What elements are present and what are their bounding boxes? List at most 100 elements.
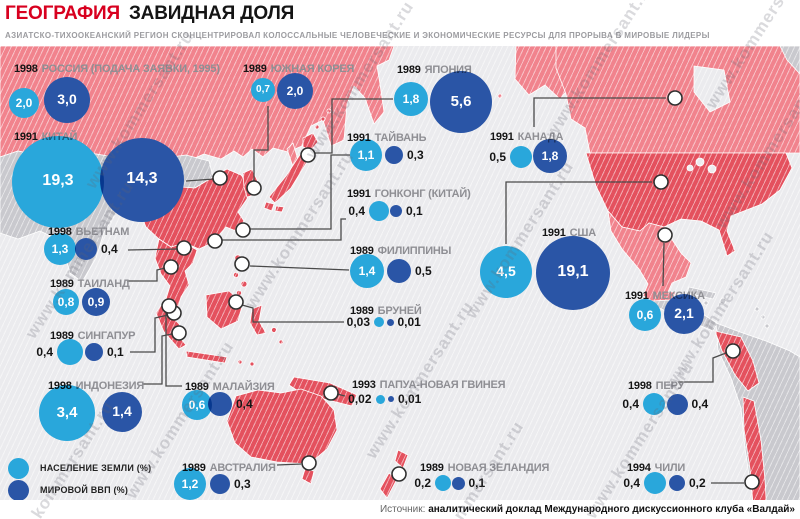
map-marker-dot bbox=[228, 294, 244, 310]
leader-line bbox=[185, 178, 215, 182]
population-value: 1,4 bbox=[358, 263, 376, 278]
population-bubble bbox=[350, 254, 384, 288]
country-year: 1994 bbox=[627, 462, 651, 474]
gdp-bubble bbox=[75, 238, 97, 260]
gdp-legend-swatch bbox=[8, 479, 29, 501]
gdp-bubble bbox=[386, 318, 394, 326]
map-marker-dot bbox=[653, 174, 669, 190]
country-name: МАЛАЙЗИЯ bbox=[212, 381, 275, 393]
population-bubble bbox=[394, 82, 428, 116]
gdp-bubble bbox=[664, 294, 704, 334]
population-value: 0,4 bbox=[623, 476, 640, 490]
population-value: 0,2 bbox=[414, 476, 431, 490]
gdp-value: 19,1 bbox=[557, 263, 589, 281]
map-marker-dot bbox=[657, 227, 673, 243]
leader-line bbox=[241, 304, 344, 323]
leader-line bbox=[143, 333, 173, 385]
population-bubble bbox=[53, 289, 79, 315]
leader-line bbox=[127, 267, 166, 282]
gdp-value: 0,1 bbox=[468, 476, 486, 490]
gdp-bubble bbox=[100, 138, 184, 222]
gdp-bubble bbox=[277, 73, 313, 109]
country-name: НОВАЯ ЗЕЛАНДИЯ bbox=[447, 462, 550, 474]
leader-line bbox=[127, 248, 179, 251]
gdp-value: 0,1 bbox=[107, 345, 124, 359]
title-row: ГЕОГРАФИЯ ЗАВИДНАЯ ДОЛЯ bbox=[5, 3, 294, 25]
gdp-bubble bbox=[430, 71, 492, 133]
map-marker-dot bbox=[161, 298, 177, 314]
population-value: 0,03 bbox=[346, 315, 370, 329]
country-year: 1989 bbox=[420, 462, 444, 474]
map-marker-dot bbox=[667, 90, 683, 106]
gdp-value: 0,3 bbox=[234, 477, 251, 491]
gdp-legend-label: МИРОВОЙ ВВП (%) bbox=[40, 485, 129, 495]
map-marker-dot bbox=[725, 343, 741, 359]
country-name: ТАЙВАНЬ bbox=[374, 132, 427, 144]
gdp-bubble bbox=[388, 396, 394, 402]
gdp-bubble bbox=[536, 236, 610, 310]
population-value: 0,02 bbox=[348, 392, 372, 406]
population-value: 0,8 bbox=[57, 294, 75, 309]
gdp-value: 2,1 bbox=[674, 305, 694, 322]
map-marker-dot bbox=[323, 385, 339, 401]
population-value: 0,7 bbox=[256, 83, 270, 95]
leader-line bbox=[662, 242, 665, 287]
population-value: 19,3 bbox=[42, 172, 74, 190]
population-bubble bbox=[374, 317, 384, 327]
map-marker-dot bbox=[212, 170, 228, 186]
country-name: АВСТРАЛИЯ bbox=[209, 462, 276, 474]
map-marker-dot bbox=[234, 256, 250, 272]
population-value: 0,4 bbox=[622, 397, 639, 411]
population-value: 0,4 bbox=[348, 204, 365, 218]
country-year: 1993 bbox=[352, 379, 376, 391]
gdp-bubble bbox=[387, 259, 411, 283]
gdp-bubble bbox=[451, 476, 465, 490]
gdp-bubble bbox=[390, 205, 402, 217]
country-label: 1989 ТАИЛАНД bbox=[50, 278, 130, 290]
country-year: 1998 bbox=[628, 380, 652, 392]
population-bubble bbox=[435, 475, 451, 491]
gdp-bubble bbox=[44, 77, 90, 123]
population-bubble bbox=[510, 146, 532, 168]
header: ГЕОГРАФИЯ ЗАВИДНАЯ ДОЛЯ АЗИАТСКО-ТИХООКЕА… bbox=[0, 0, 800, 46]
gdp-value: 3,0 bbox=[57, 91, 77, 108]
gdp-bubble bbox=[210, 474, 230, 494]
map-marker-dot bbox=[176, 240, 192, 256]
gdp-value: 1,8 bbox=[541, 148, 559, 163]
gdp-bubble bbox=[85, 343, 103, 361]
country-name: ФИЛИППИНЫ bbox=[377, 245, 452, 257]
kicker: ГЕОГРАФИЯ bbox=[5, 3, 120, 24]
map-marker-dot bbox=[235, 222, 251, 238]
country-year: 1991 bbox=[14, 131, 38, 143]
gdp-value: 0,5 bbox=[415, 264, 432, 278]
country-name: ТАИЛАНД bbox=[77, 278, 130, 290]
country-year: 1991 bbox=[347, 188, 371, 200]
source-text: аналитический доклад Международного диск… bbox=[428, 504, 795, 515]
leader-line bbox=[248, 154, 350, 230]
country-name: ПЕРУ bbox=[655, 380, 685, 392]
legend: НАСЕЛЕНИЕ ЗЕМЛИ (%) МИРОВОЙ ВВП (%) bbox=[8, 457, 151, 501]
population-legend-label: НАСЕЛЕНИЕ ЗЕМЛИ (%) bbox=[40, 463, 152, 473]
country-name: ЧИЛИ bbox=[654, 462, 686, 474]
population-bubble bbox=[9, 88, 39, 118]
population-bubble bbox=[643, 393, 665, 415]
country-name: РОССИЯ (ПОДАЧА ЗАЯВКИ, 1995) bbox=[41, 63, 220, 75]
gdp-value: 0,01 bbox=[398, 392, 422, 406]
gdp-bubble bbox=[533, 139, 567, 173]
source-prefix: Источник: bbox=[379, 504, 426, 515]
population-bubble bbox=[375, 394, 385, 404]
population-bubble bbox=[251, 78, 275, 102]
population-value: 0,5 bbox=[489, 150, 506, 164]
country-year: 1989 bbox=[397, 64, 421, 76]
population-value: 1,2 bbox=[181, 476, 199, 491]
population-bubble bbox=[629, 299, 661, 331]
country-year: 1989 bbox=[50, 278, 74, 290]
gdp-bubble bbox=[102, 392, 142, 432]
country-name: ЮЖНАЯ КОРЕЯ bbox=[270, 63, 355, 75]
population-bubble bbox=[39, 385, 95, 441]
country-name: ГОНКОНГ (КИТАЙ) bbox=[374, 188, 471, 200]
gdp-bubble bbox=[385, 146, 403, 164]
subtitle: АЗИАТСКО-ТИХООКЕАНСКИЙ РЕГИОН СКОНЦЕНТРИ… bbox=[5, 31, 710, 40]
